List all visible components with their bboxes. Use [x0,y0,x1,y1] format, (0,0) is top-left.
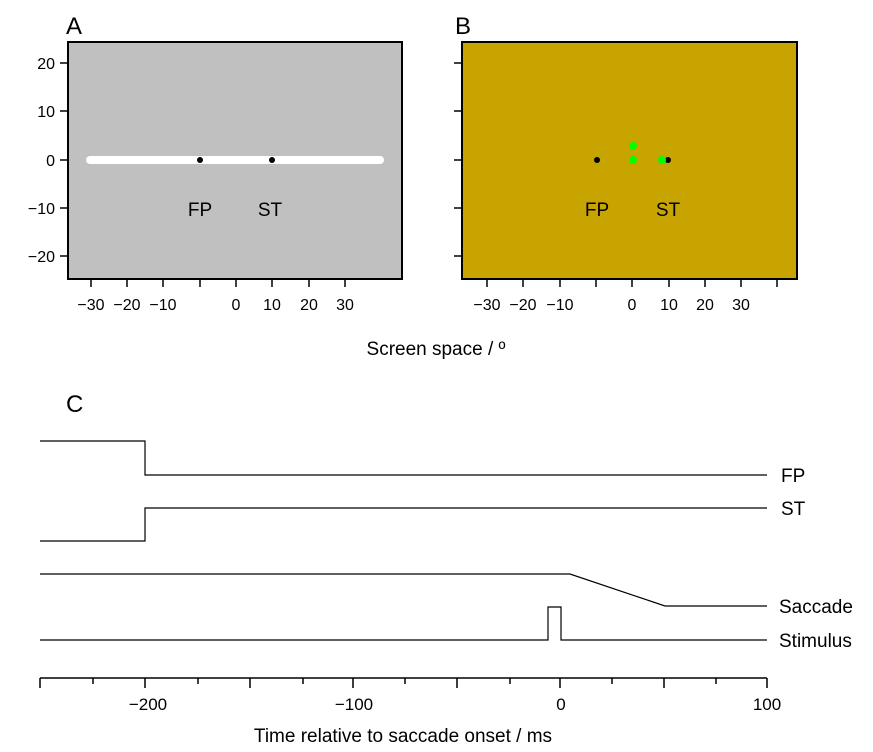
time-axis-ticks [39,678,768,688]
panel-b-y-ticks [454,62,462,257]
st-trace [40,507,767,542]
panel-a-xtick-label: 30 [336,297,354,314]
saccade-trace [40,573,767,607]
panel-b-green-dot [629,142,637,150]
panel-a-xtick-label: −20 [113,297,140,314]
panel-a-xtick-label: 0 [232,297,241,314]
panel-a-st-dot [269,157,275,163]
time-axis-label: Time relative to saccade onset / ms [254,726,552,747]
fp-trace [40,440,767,476]
panel-a-xtick-label: 20 [300,297,318,314]
panel-a-ytick-label: 20 [37,56,55,73]
time-tick-label: 0 [556,695,565,714]
panel-c-letter: C [66,391,83,418]
time-tick-label: 100 [753,695,781,714]
panel-a-y-ticks [60,62,68,257]
panel-a-xtick-label: −30 [77,297,104,314]
panel-b-xtick-label: −30 [473,297,500,314]
panel-a-fp-dot [197,157,203,163]
trace-label-st: ST [781,499,806,520]
panel-a-ytick-label: −10 [28,201,55,218]
space-x-axis-label: Screen space / º [367,339,506,360]
panel-b-xtick-label: −20 [509,297,536,314]
panel-a-x-ticks [90,279,346,287]
panel-b-xtick-label: 30 [732,297,750,314]
trace-label-fp: FP [781,466,805,487]
panel-b-green-dot [658,156,666,164]
panel-b-x-ticks [486,279,778,287]
panel-b-green-dot [629,156,637,164]
panel-b-fp-dot [594,157,600,163]
panel-a-fp-label: FP [188,200,212,221]
panel-a-ytick-label: −20 [28,249,55,266]
panel-b-fp-label: FP [585,200,609,221]
trace-label-saccade: Saccade [779,597,853,618]
panel-a-xtick-label: −10 [149,297,176,314]
panel-b-xtick-label: 10 [660,297,678,314]
panel-a-xtick-label: 10 [263,297,281,314]
panel-a-st-label: ST [258,200,283,221]
panel-a-ytick-label: 0 [46,153,55,170]
panel-b-xtick-label: −10 [546,297,573,314]
panel-a-ytick-label: 10 [37,104,55,121]
panel-a-letter: A [66,13,82,40]
panel-b-xtick-label: 20 [696,297,714,314]
time-tick-label: −100 [335,695,373,714]
panel-b-st-dot [665,157,671,163]
time-tick-label: −200 [129,695,167,714]
panel-b-xtick-label: 0 [628,297,637,314]
stimulus-trace [40,606,767,641]
panel-b-letter: B [455,13,471,40]
panel-b-st-label: ST [656,200,681,221]
trace-label-stimulus: Stimulus [779,631,852,652]
